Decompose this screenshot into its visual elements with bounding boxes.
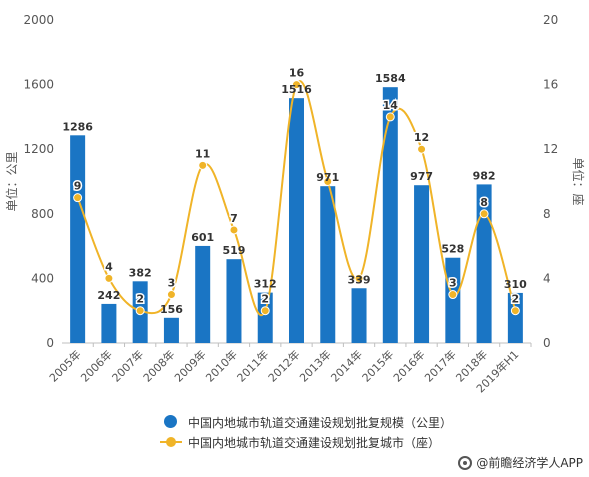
data-labels: 1286242382156601519312151697133915849775… <box>62 65 527 316</box>
line-point-label: 16 <box>289 67 305 80</box>
y-right-tick-label: 8 <box>543 207 551 221</box>
line-point-label: 3 <box>449 277 457 290</box>
bar-value-label: 971 <box>316 171 339 184</box>
bar <box>414 185 430 343</box>
legend-bar-label: 中国内地城市轨道交通建设规划批复规模（公里） <box>188 415 453 430</box>
x-tick-label: 2006年 <box>78 347 115 384</box>
y-axis-right-title: 单位：座 <box>571 157 586 205</box>
line-point <box>260 306 270 316</box>
y-left-tick-label: 400 <box>31 271 54 285</box>
y-left-tick-label: 2000 <box>23 13 54 27</box>
y-right-tick-label: 12 <box>543 142 558 156</box>
legend: 中国内地城市轨道交通建设规划批复规模（公里） 中国内地城市轨道交通建设规划批复城… <box>160 412 452 452</box>
y-left-tick-label: 0 <box>46 336 54 350</box>
legend-bar-swatch <box>160 415 182 429</box>
source-footer: @前瞻经济学人APP <box>458 454 583 471</box>
line-point <box>354 273 364 283</box>
bar-series <box>70 87 523 344</box>
bar-value-label: 339 <box>348 273 371 286</box>
y-left-tick-label: 1600 <box>23 78 54 92</box>
line-point-label: 9 <box>74 180 82 193</box>
bar <box>476 184 492 343</box>
line-point-label: 11 <box>195 147 210 160</box>
line-point <box>229 225 239 235</box>
line-point <box>417 144 427 154</box>
line-point-label: 2 <box>261 293 269 306</box>
x-tick-label: 2016年 <box>390 347 427 384</box>
bar-value-label: 601 <box>191 231 214 244</box>
line-point <box>166 290 176 300</box>
bar <box>195 245 211 343</box>
line-point <box>292 80 301 90</box>
x-tick-label: 2017年 <box>421 347 458 384</box>
bar-value-label: 1584 <box>375 72 406 85</box>
combo-chart: 单位：公里 单位：座 0 400 800 1200 1600 2000 0 4 8 12 16 20 2… <box>4 13 586 395</box>
bar <box>445 257 461 343</box>
line-point <box>104 273 114 283</box>
bar-value-label: 1286 <box>62 120 93 133</box>
legend-item-line: 中国内地城市轨道交通建设规划批复城市（座） <box>160 432 452 452</box>
y-right-tick-label: 20 <box>543 13 558 27</box>
bar <box>70 135 86 343</box>
line-point-label: 7 <box>230 212 238 225</box>
x-tick-label: 2011年 <box>234 347 271 384</box>
line-point-label: 8 <box>480 196 488 209</box>
line-point <box>73 193 83 203</box>
x-tick-label: 2009年 <box>171 347 208 384</box>
y-right-tick-label: 4 <box>543 271 551 285</box>
line-point <box>510 306 520 316</box>
bar-value-label: 310 <box>504 278 527 291</box>
x-tick-label: 2007年 <box>109 347 146 384</box>
x-tick-label: 2005年 <box>46 347 83 384</box>
x-tick-label: 2015年 <box>359 347 396 384</box>
legend-line-swatch <box>160 435 182 449</box>
bar-value-label: 982 <box>473 169 496 182</box>
y-left-tick-label: 800 <box>31 207 54 221</box>
y-left-tick-label: 1200 <box>23 142 54 156</box>
legend-item-bar: 中国内地城市轨道交通建设规划批复规模（公里） <box>160 412 452 432</box>
y-right-tick-label: 0 <box>543 336 551 350</box>
line-point <box>448 290 458 300</box>
bar <box>351 288 367 343</box>
bar-value-label: 312 <box>254 278 277 291</box>
source-text: @前瞻经济学人APP <box>476 456 583 470</box>
bar <box>507 292 523 343</box>
brand-logo-icon <box>458 455 473 470</box>
bar-value-label: 977 <box>410 170 433 183</box>
line-point <box>135 306 145 316</box>
line-point <box>323 177 333 186</box>
bar <box>163 317 179 343</box>
line-point-label: 2 <box>136 293 144 306</box>
y-axis-left-title: 单位：公里 <box>4 151 19 211</box>
y-right-tick-label: 16 <box>543 78 558 92</box>
x-tick-label: 2010年 <box>203 347 240 384</box>
line-point-label: 2 <box>512 293 520 306</box>
line-point <box>198 160 208 170</box>
line-point-label: 4 <box>105 260 113 273</box>
bar <box>382 87 398 344</box>
x-tick-label: 2012年 <box>265 347 302 384</box>
line-point <box>385 112 395 122</box>
bar <box>257 292 273 343</box>
line-point-label: 3 <box>168 277 176 290</box>
x-tick-label: 2008年 <box>140 347 177 384</box>
bar-value-label: 1516 <box>281 83 312 96</box>
bar-value-label: 528 <box>441 243 464 256</box>
bar <box>101 303 117 343</box>
line-series <box>73 80 520 316</box>
line-point <box>479 209 489 219</box>
bar-value-label: 156 <box>160 303 183 316</box>
bar <box>226 259 242 343</box>
bar-value-label: 519 <box>222 244 245 257</box>
bar <box>289 98 304 343</box>
bar-value-label: 242 <box>97 289 120 302</box>
line-point-label: 12 <box>414 131 429 144</box>
legend-line-label: 中国内地城市轨道交通建设规划批复城市（座） <box>188 435 441 450</box>
x-tick-label: 2013年 <box>296 347 333 384</box>
bar-value-label: 382 <box>129 266 152 279</box>
bar <box>320 186 336 343</box>
line-point-label: 14 <box>383 99 399 112</box>
x-tick-label: 2014年 <box>328 347 365 384</box>
